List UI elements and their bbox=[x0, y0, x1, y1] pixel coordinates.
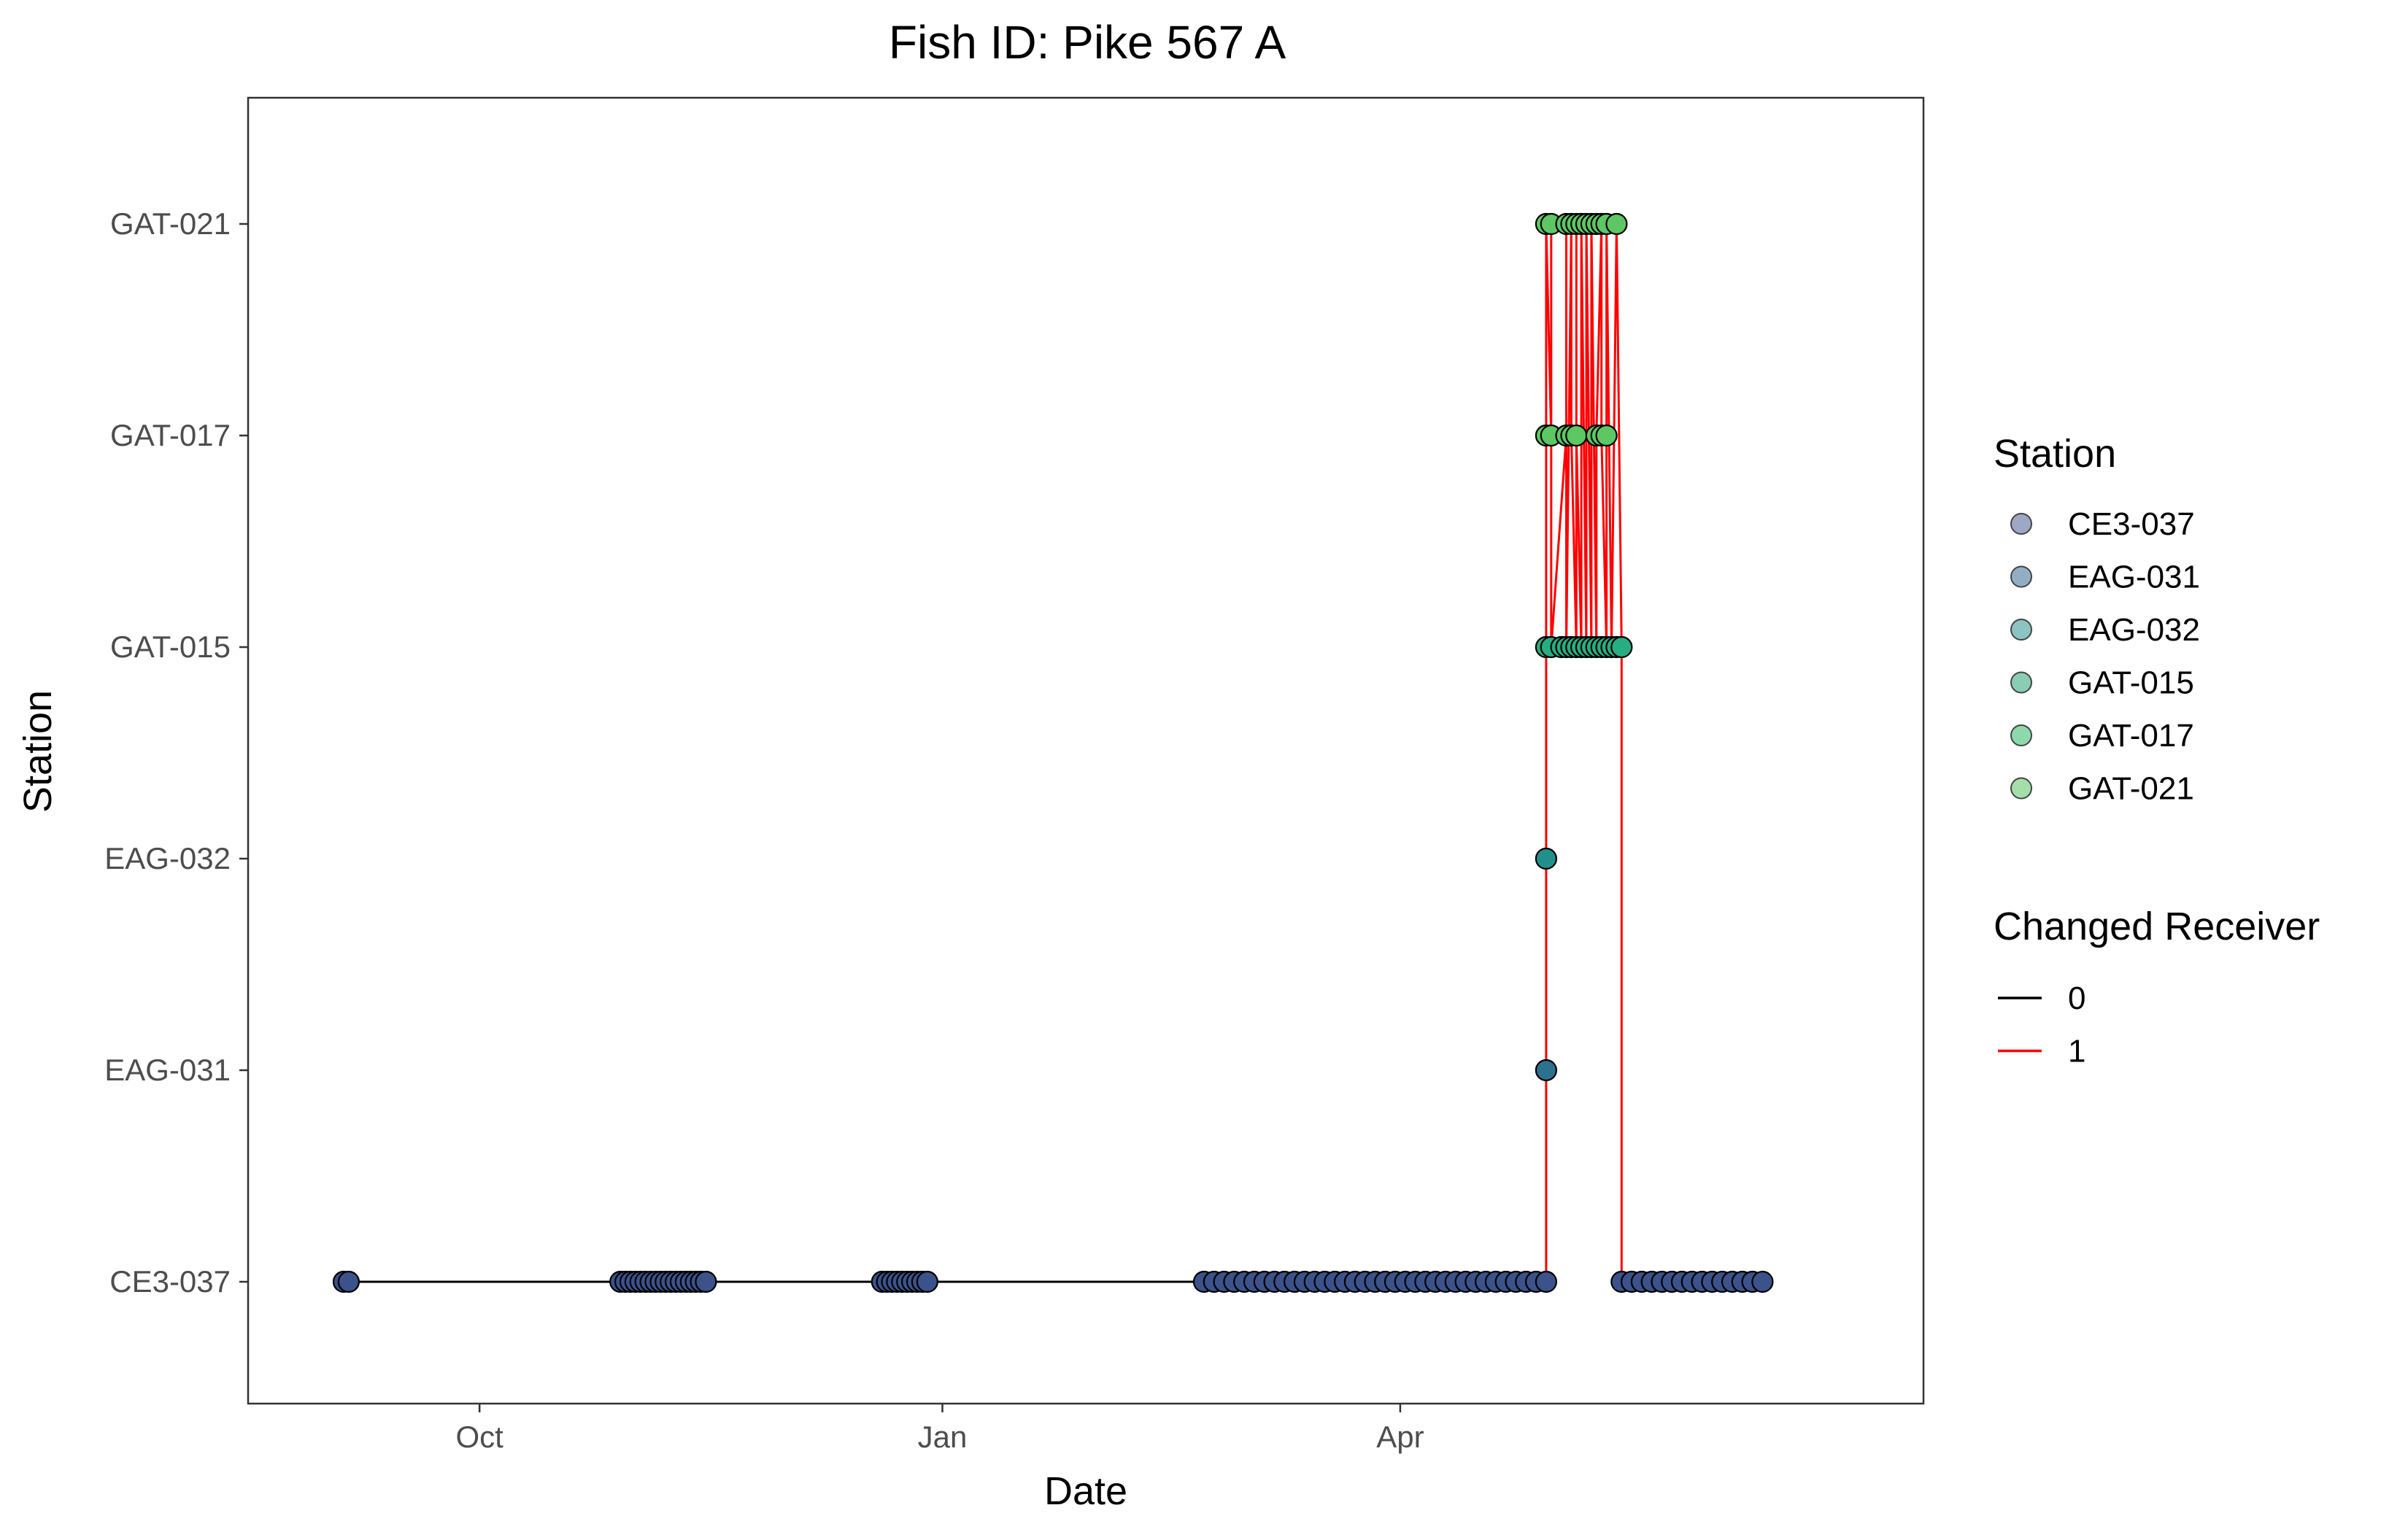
legend-label-change-0: 0 bbox=[2068, 980, 2085, 1016]
y-tick-label: EAG-031 bbox=[104, 1053, 231, 1087]
legend-label-eag-032: EAG-032 bbox=[2068, 612, 2200, 648]
legend-key-gat-017 bbox=[2010, 724, 2032, 746]
x-tick-label: Jan bbox=[918, 1420, 968, 1454]
plot-panel bbox=[247, 96, 1925, 1405]
x-tick-label: Oct bbox=[455, 1420, 503, 1454]
point-eag-031 bbox=[1535, 1059, 1557, 1082]
y-tick-label: GAT-015 bbox=[110, 630, 231, 664]
point-ce3-037 bbox=[1535, 1270, 1557, 1293]
point-gat-017 bbox=[1565, 424, 1588, 447]
point-eag-032 bbox=[1535, 847, 1557, 870]
x-axis: Oct Jan Apr bbox=[455, 1404, 1424, 1454]
point-ce3-037 bbox=[916, 1270, 938, 1293]
legend-label-change-1: 1 bbox=[2068, 1034, 2085, 1069]
point-gat-015 bbox=[1610, 635, 1633, 659]
y-tick-label: GAT-021 bbox=[110, 206, 231, 241]
legend-label-gat-017: GAT-017 bbox=[2068, 718, 2194, 754]
legend-key-ce3-037 bbox=[2010, 513, 2032, 535]
chart-title: Fish ID: Pike 567 A bbox=[889, 16, 1286, 69]
legend-station-title: Station bbox=[1994, 432, 2116, 476]
point-ce3-037 bbox=[337, 1270, 360, 1293]
legend-label-gat-021: GAT-021 bbox=[2068, 771, 2194, 807]
x-tick-label: Apr bbox=[1376, 1420, 1424, 1454]
legend-label-eag-031: EAG-031 bbox=[2068, 560, 2200, 595]
legend-label-ce3-037: CE3-037 bbox=[2068, 506, 2195, 542]
legend-label-gat-015: GAT-015 bbox=[2068, 665, 2194, 701]
legend-key-gat-021 bbox=[2010, 777, 2032, 800]
y-tick-label: EAG-032 bbox=[104, 841, 231, 875]
x-axis-label: Date bbox=[1044, 1469, 1127, 1513]
point-gat-017 bbox=[1595, 424, 1618, 447]
series-points bbox=[332, 212, 1774, 1293]
point-gat-021 bbox=[1605, 212, 1628, 236]
legend-key-eag-032 bbox=[2010, 619, 2032, 641]
legend: Station CE3-037 EAG-031 EAG-032 GAT-015 GAT-… bbox=[1994, 432, 2320, 1069]
legend-change-title: Changed Receiver bbox=[1994, 905, 2320, 948]
point-ce3-037 bbox=[1751, 1270, 1774, 1293]
y-axis-label: Station bbox=[16, 690, 60, 813]
legend-key-eag-031 bbox=[2010, 565, 2032, 588]
y-tick-label: GAT-017 bbox=[110, 418, 231, 452]
y-axis: CE3-037 EAG-031 EAG-032 GAT-015 GAT-017 GAT-0… bbox=[104, 206, 248, 1299]
legend-key-gat-015 bbox=[2010, 671, 2032, 694]
point-ce3-037 bbox=[695, 1270, 717, 1293]
y-tick-label: CE3-037 bbox=[109, 1264, 231, 1299]
